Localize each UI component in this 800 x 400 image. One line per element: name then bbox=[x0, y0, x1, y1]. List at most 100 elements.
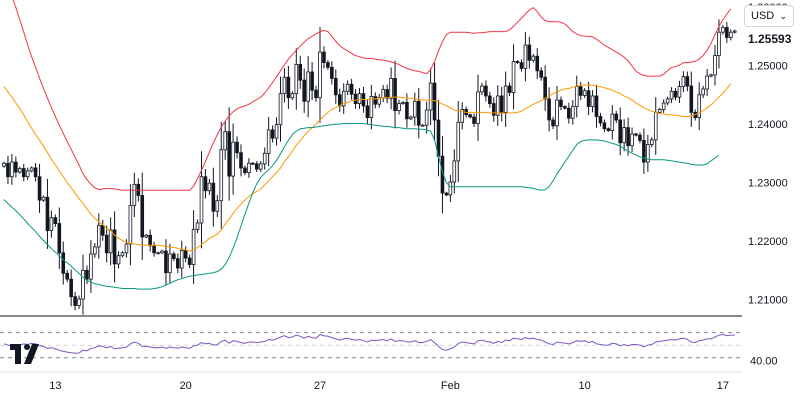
candle-body bbox=[428, 82, 433, 111]
candle-body bbox=[650, 139, 654, 145]
candle-body bbox=[69, 278, 73, 298]
lower-band-line bbox=[3, 123, 720, 290]
candle-body bbox=[732, 30, 737, 33]
candle-body bbox=[353, 93, 358, 104]
candle-body bbox=[132, 183, 137, 206]
candle-body bbox=[187, 257, 192, 265]
candle-body bbox=[235, 141, 239, 154]
candle-body bbox=[168, 253, 172, 274]
price-tick-label: 1.21000 bbox=[748, 295, 788, 307]
candle-body bbox=[251, 162, 255, 165]
candle-body bbox=[156, 252, 160, 255]
candle-body bbox=[219, 149, 224, 202]
tradingview-logo-icon bbox=[10, 344, 39, 364]
candle-body bbox=[729, 31, 733, 38]
candle-body bbox=[480, 85, 484, 93]
candle-body bbox=[357, 93, 362, 104]
rsi-tick-label: 40.00 bbox=[750, 356, 778, 368]
currency-selector[interactable]: USD ⌄ bbox=[744, 5, 794, 27]
candle-body bbox=[81, 269, 85, 300]
chevron-down-icon: ⌄ bbox=[779, 10, 787, 21]
candle-body bbox=[310, 71, 314, 91]
candle-body bbox=[100, 224, 105, 236]
bollinger-bands-layer bbox=[3, 0, 732, 290]
rsi-pane bbox=[0, 332, 742, 359]
candle-body bbox=[614, 113, 619, 121]
candle-body bbox=[606, 128, 611, 131]
candle-body bbox=[365, 105, 370, 119]
candle-body bbox=[314, 89, 318, 99]
candle-body bbox=[282, 76, 287, 95]
candle-body bbox=[488, 95, 492, 104]
candle-body bbox=[330, 66, 334, 79]
candle-body bbox=[65, 272, 70, 280]
rsi-line bbox=[3, 333, 735, 354]
candle-body bbox=[424, 109, 429, 126]
candle-body bbox=[223, 131, 228, 151]
candle-body bbox=[286, 76, 291, 99]
candle-body bbox=[231, 141, 235, 177]
candle-body bbox=[341, 90, 346, 107]
candle-body bbox=[349, 83, 354, 95]
candle-body bbox=[460, 109, 464, 123]
candle-body bbox=[669, 90, 674, 100]
candle-body bbox=[73, 296, 77, 306]
candle-body bbox=[657, 109, 662, 113]
candle-body bbox=[503, 85, 508, 113]
candle-body bbox=[93, 246, 97, 255]
candle-body bbox=[215, 200, 220, 212]
last-price-label: 1.25593 bbox=[748, 32, 792, 46]
candle-body bbox=[298, 63, 303, 81]
candle-body bbox=[713, 55, 717, 76]
candle-body bbox=[89, 253, 93, 280]
candle-body bbox=[120, 252, 125, 257]
candle-body bbox=[527, 44, 532, 61]
candle-body bbox=[160, 250, 164, 254]
candle-body bbox=[108, 229, 113, 254]
candle-body bbox=[681, 76, 686, 88]
candle-body bbox=[14, 161, 18, 173]
candle-body bbox=[491, 103, 496, 116]
candle-body bbox=[175, 258, 180, 269]
candle-body bbox=[456, 121, 461, 162]
candle-body bbox=[381, 89, 385, 99]
candle-body bbox=[705, 75, 709, 90]
time-tick-label: 10 bbox=[578, 380, 590, 392]
candle-body bbox=[563, 106, 567, 109]
candle-body bbox=[148, 234, 152, 247]
candle-body bbox=[555, 99, 559, 127]
candle-body bbox=[452, 160, 457, 183]
candle-body bbox=[345, 83, 350, 92]
candle-body bbox=[45, 196, 50, 231]
candle-body bbox=[420, 124, 425, 127]
candle-body bbox=[337, 94, 342, 107]
candle-body bbox=[373, 96, 378, 105]
candle-body bbox=[191, 228, 196, 265]
time-axis: 13 20 27 Feb 10 17 bbox=[49, 380, 729, 392]
candle-body bbox=[412, 100, 417, 118]
candle-body bbox=[594, 95, 599, 117]
candle-body bbox=[685, 76, 690, 87]
candle-body bbox=[179, 250, 184, 269]
candle-body bbox=[306, 71, 310, 102]
price-tick-label: 1.23000 bbox=[748, 178, 788, 190]
candle-body bbox=[535, 55, 540, 72]
candle-body bbox=[673, 90, 678, 98]
candle-body bbox=[21, 168, 26, 178]
candle-body bbox=[701, 88, 705, 96]
candle-body bbox=[523, 44, 528, 69]
candle-body bbox=[258, 163, 263, 170]
candle-body bbox=[266, 129, 271, 154]
candle-body bbox=[112, 229, 117, 265]
candle-body bbox=[254, 163, 259, 170]
candle-body bbox=[697, 94, 701, 119]
candle-body bbox=[2, 162, 6, 167]
candle-body bbox=[578, 86, 583, 96]
candle-body bbox=[333, 78, 338, 96]
candle-body bbox=[642, 140, 646, 163]
candle-body bbox=[626, 127, 630, 147]
candle-body bbox=[598, 116, 603, 124]
candle-body bbox=[227, 131, 231, 177]
candle-body bbox=[416, 100, 421, 126]
